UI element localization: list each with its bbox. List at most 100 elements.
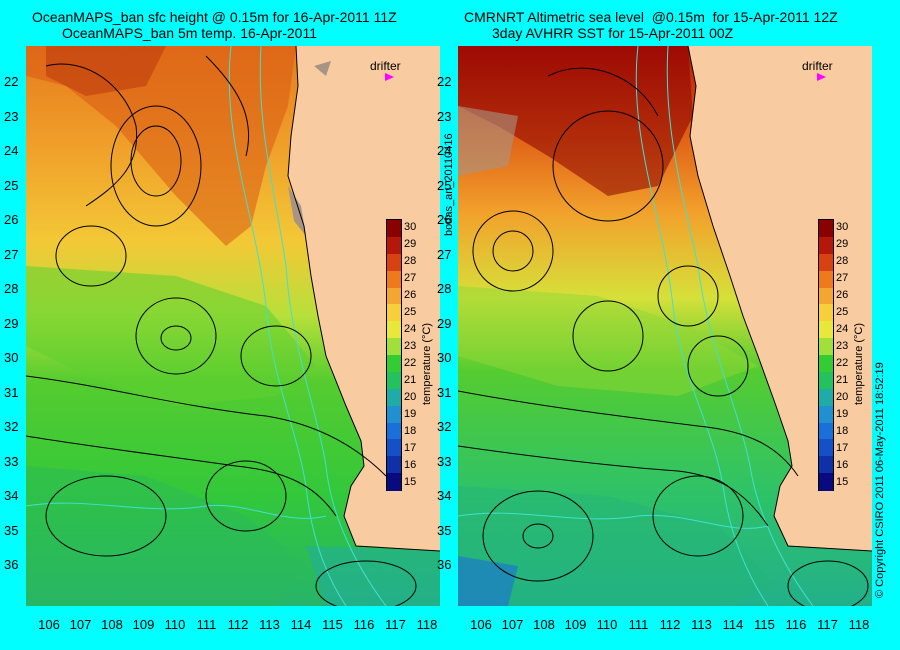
longitude-label: 107 [69,617,92,632]
latitude-label: 25 [4,177,19,193]
colorbar-tick-label: 27 [836,272,849,284]
latitude-label: 27 [437,246,452,262]
longitude-label: 107 [501,617,524,632]
colorbar-tick-label: 28 [404,255,417,267]
right-map-panel [458,46,872,606]
longitude-label: 110 [164,617,186,632]
left-colorbar [386,219,402,491]
colorbar-tick-label: 30 [404,221,417,233]
latitude-label: 31 [437,384,452,400]
longitude-label: 115 [754,617,775,632]
longitude-label: 113 [691,617,712,632]
latitude-label: 29 [4,315,19,331]
colorbar-tick-label: 21 [404,374,417,386]
longitude-label: 108 [101,617,123,632]
right-map-subtitle: 3day AVHRR SST for 15-Apr-2011 00Z [492,25,734,41]
latitude-label: 33 [437,453,452,469]
right-map-svg [458,46,872,606]
colorbar-segment [819,422,833,440]
colorbar-tick-label: 15 [836,476,849,488]
latitude-label: 22 [4,74,19,89]
latitude-label: 24 [4,143,19,158]
colorbar-segment [387,422,401,440]
longitude-label: 108 [533,617,555,632]
longitude-label: 106 [38,617,60,632]
longitude-label: 116 [785,617,807,632]
latitude-label: 23 [437,108,452,124]
longitude-label: 116 [353,617,375,632]
colorbar-tick-label: 23 [836,340,849,352]
latitude-label: 26 [4,212,19,227]
longitude-label: 113 [259,617,280,632]
longitude-label: 109 [132,617,155,632]
right-drifter-marker-icon [817,73,826,81]
colorbar-tick-label: 17 [404,442,417,454]
longitude-label: 111 [196,617,217,632]
colorbar-segment [819,321,833,339]
left-drifter-marker-icon [385,73,394,81]
latitude-label: 35 [437,522,452,538]
colorbar-tick-label: 20 [404,391,417,403]
colorbar-segment [819,439,833,457]
colorbar-segment [387,439,401,457]
latitude-label: 34 [4,488,19,503]
colorbar-segment [819,371,833,390]
left-drifter-legend-label: drifter [370,59,401,73]
colorbar-tick-label: 19 [404,408,417,420]
longitude-label: 118 [848,617,870,632]
colorbar-tick-label: 16 [404,459,417,471]
colorbar-tick-label: 22 [836,357,849,369]
colorbar-segment [819,473,833,491]
colorbar-tick-label: 16 [836,459,849,471]
colorbar-segment [819,304,833,322]
latitude-label: 27 [4,246,19,262]
colorbar-segment [387,405,401,423]
colorbar-segment [387,304,401,322]
longitude-label: 117 [817,617,838,632]
left-map-subtitle: OceanMAPS_ban 5m temp. 16-Apr-2011 [62,25,317,41]
longitude-label: 115 [322,617,343,632]
colorbar-segment [387,456,401,474]
colorbar-segment [819,253,833,272]
colorbar-segment [819,270,833,288]
colorbar-tick-label: 29 [836,238,849,250]
colorbar-segment [819,287,833,305]
colorbar-tick-label: 19 [836,408,849,420]
latitude-label: 30 [437,350,452,365]
colorbar-tick-label: 21 [836,374,849,386]
latitude-label: 26 [437,212,452,227]
colorbar-segment [387,253,401,272]
right-colorbar [818,219,834,491]
colorbar-tick-label: 23 [404,340,417,352]
colorbar-tick-label: 20 [836,391,849,403]
colorbar-segment [819,338,833,356]
left-map-title: OceanMAPS_ban sfc height @ 0.15m for 16-… [32,9,397,25]
latitude-label: 28 [4,281,19,296]
longitude-label: 114 [290,617,312,632]
right-drifter-legend-label: drifter [802,59,833,73]
colorbar-segment [387,355,401,373]
left-colorbar-title: temperature (°C) [421,322,433,405]
copyright-label: © Copyright CSIRO 2011 06-May-2011 18:52… [874,362,886,598]
latitude-label: 32 [437,419,452,434]
latitude-label: 36 [437,557,452,572]
colorbar-segment [387,321,401,339]
colorbar-tick-label: 18 [404,425,417,437]
longitude-label: 109 [564,617,587,632]
longitude-label: 112 [659,617,681,632]
longitude-label: 106 [470,617,492,632]
colorbar-tick-label: 30 [836,221,849,233]
colorbar-segment [387,236,401,255]
latitude-label: 22 [437,74,452,89]
colorbar-segment [819,220,833,238]
longitude-label: 117 [385,617,406,632]
colorbar-segment [387,338,401,356]
colorbar-tick-label: 29 [404,238,417,250]
colorbar-tick-label: 22 [404,357,417,369]
latitude-label: 35 [4,522,19,538]
latitude-label: 29 [437,315,452,331]
left-map-panel [26,46,440,606]
colorbar-segment [387,388,401,407]
latitude-label: 32 [4,419,19,434]
run-id-label: bodas_an_20110416 [443,133,455,236]
